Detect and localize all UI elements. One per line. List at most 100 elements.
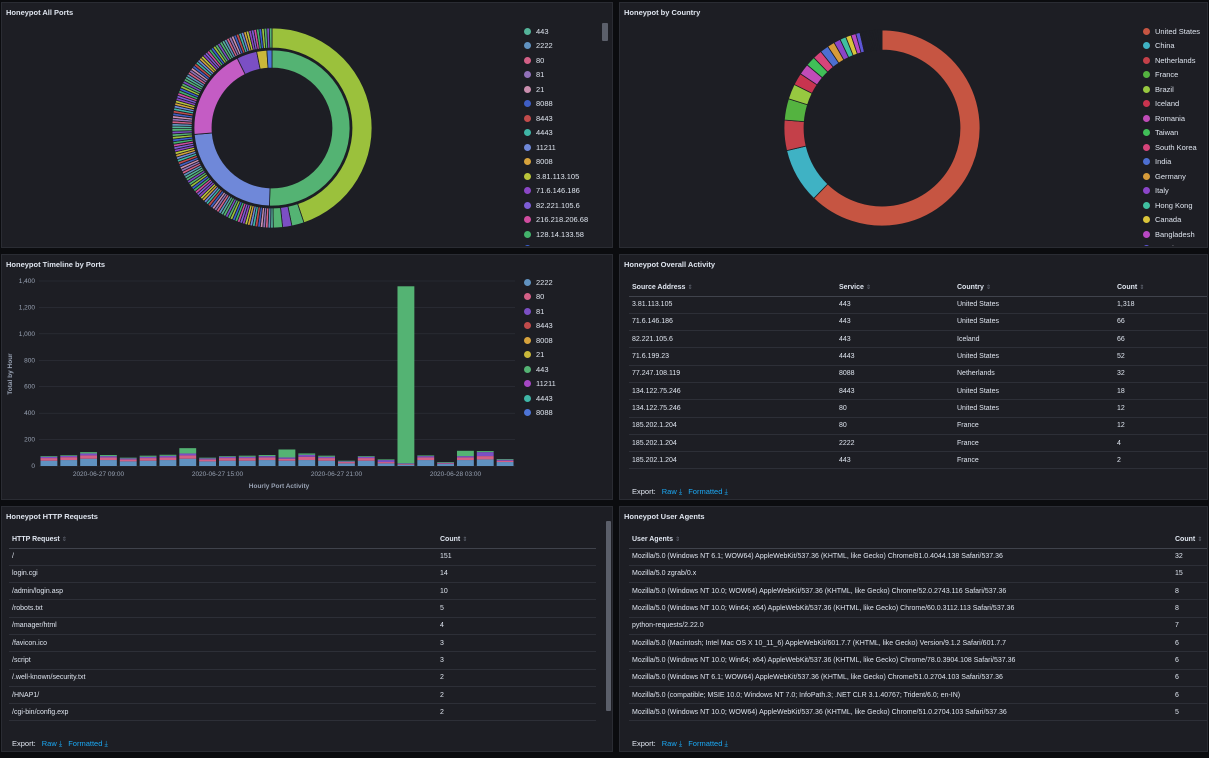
bar-segment[interactable] <box>119 461 137 466</box>
bar-segment[interactable] <box>159 460 177 466</box>
export-raw-link[interactable]: Raw ⤓ <box>41 739 63 748</box>
legend-item[interactable]: 21 <box>524 82 588 97</box>
bar-segment[interactable] <box>238 460 256 466</box>
col-count[interactable]: Count ⇕ <box>437 531 596 549</box>
table-row[interactable]: Mozilla/5.0 (Windows NT 10.0; WOW64) App… <box>629 703 1207 722</box>
legend-item[interactable]: India <box>1143 155 1200 170</box>
legend-item[interactable]: France <box>1143 68 1200 83</box>
pie-slice-outer[interactable] <box>268 27 273 49</box>
bar-segment[interactable] <box>179 448 197 454</box>
bar-segment[interactable] <box>159 457 177 461</box>
bar-segment[interactable] <box>159 454 177 456</box>
bar-segment[interactable] <box>318 458 336 461</box>
table-row[interactable]: 185.202.1.204 2222 France 4 <box>629 434 1207 453</box>
pie-slice[interactable] <box>266 49 273 69</box>
bar-segment[interactable] <box>40 460 58 466</box>
bar-segment[interactable] <box>456 456 474 458</box>
legend-item[interactable]: 80 <box>524 290 556 305</box>
legend-item[interactable]: 81 <box>524 68 588 83</box>
bar-segment[interactable] <box>417 460 435 466</box>
legend-item[interactable]: Canada <box>1143 213 1200 228</box>
table-row[interactable]: 3.81.113.105 443 United States 1,318 <box>629 296 1207 314</box>
table-row[interactable]: /.well-known/security.txt 2 <box>9 669 596 687</box>
bar-segment[interactable] <box>496 458 514 460</box>
bar-segment[interactable] <box>318 456 336 459</box>
legend-item[interactable]: Iceland <box>1143 97 1200 112</box>
bar-segment[interactable] <box>119 457 137 459</box>
bar-segment[interactable] <box>60 455 78 456</box>
bar-segment[interactable] <box>80 452 98 454</box>
table-row[interactable]: login.cgi 14 <box>9 565 596 584</box>
legend-item[interactable]: United States <box>1143 24 1200 39</box>
legend-item[interactable]: 8008 <box>524 333 556 348</box>
legend-item[interactable]: Brazil <box>1143 82 1200 97</box>
bar-segment[interactable] <box>496 460 514 463</box>
export-formatted-link[interactable]: Formatted ⤓ <box>688 487 728 496</box>
bar-segment[interactable] <box>298 453 316 455</box>
col-country[interactable]: Country ⇕ <box>954 279 1114 297</box>
legend-item[interactable]: Hong Kong <box>1143 198 1200 213</box>
bar-segment[interactable] <box>40 456 58 457</box>
legend-item[interactable]: 82.221.105.6 <box>524 198 588 213</box>
bar-segment[interactable] <box>218 460 236 466</box>
bar-segment[interactable] <box>397 464 415 465</box>
bar-segment[interactable] <box>476 459 494 466</box>
col-http-request[interactable]: HTTP Request ⇕ <box>9 531 437 549</box>
legend-item[interactable]: 128.14.133.58 <box>524 227 588 242</box>
legend-item[interactable]: 21 <box>524 348 556 363</box>
bar-segment[interactable] <box>397 464 415 466</box>
bar-segment[interactable] <box>258 460 276 466</box>
bar-segment[interactable] <box>199 458 217 460</box>
bar-segment[interactable] <box>99 457 117 461</box>
table-row[interactable]: Mozilla/5.0 (compatible; MSIE 10.0; Wind… <box>629 686 1207 705</box>
table-row[interactable]: /manager/html 4 <box>9 617 596 635</box>
legend-item[interactable]: 71.6.146.186 <box>524 184 588 199</box>
bar-segment[interactable] <box>437 463 455 465</box>
legend-item[interactable]: 3.81.113.105 <box>524 169 588 184</box>
bar-segment[interactable] <box>199 461 217 466</box>
bar-segment[interactable] <box>99 455 117 457</box>
table-row[interactable]: 185.202.1.204 80 France 12 <box>629 417 1207 435</box>
bar-segment[interactable] <box>417 456 435 458</box>
bar-segment[interactable] <box>337 460 355 462</box>
legend-item[interactable]: 216.218.206.68 <box>524 213 588 228</box>
bar-segment[interactable] <box>218 456 236 459</box>
table-row[interactable]: Mozilla/5.0 (Windows NT 10.0; Win64; x64… <box>629 599 1207 618</box>
legend-item[interactable]: 443 <box>524 24 588 39</box>
bar-segment[interactable] <box>357 456 375 457</box>
table-row[interactable]: /cgi-bin/config.exp 2 <box>9 703 596 722</box>
legend-item[interactable]: 11211 <box>524 377 556 392</box>
bar-segment[interactable] <box>40 458 58 461</box>
bar-segment[interactable] <box>179 458 197 466</box>
bar-segment[interactable] <box>119 459 137 462</box>
bar-segment[interactable] <box>437 462 455 464</box>
bar-segment[interactable] <box>80 458 98 466</box>
col-service[interactable]: Service ⇕ <box>836 279 954 297</box>
table-row[interactable]: 71.6.199.23 4443 United States 52 <box>629 347 1207 366</box>
bar-segment[interactable] <box>298 460 316 466</box>
bar-segment[interactable] <box>377 462 395 464</box>
bar-segment[interactable] <box>278 458 296 461</box>
bar-segment[interactable] <box>60 457 78 461</box>
bar-segment[interactable] <box>337 461 355 463</box>
bar-segment[interactable] <box>397 463 415 465</box>
bar-segment[interactable] <box>456 450 474 457</box>
bar-segment[interactable] <box>139 455 157 457</box>
legend-item[interactable]: 4443 <box>524 126 588 141</box>
bar-segment[interactable] <box>476 451 494 453</box>
table-row[interactable]: 134.122.75.246 8443 United States 18 <box>629 382 1207 401</box>
table-row[interactable]: /151 <box>9 548 596 566</box>
legend-item[interactable]: 11211 <box>524 140 588 155</box>
table-row[interactable]: Mozilla/5.0 (Windows NT 10.0; WOW64) App… <box>629 582 1207 601</box>
table-scrollbar[interactable] <box>606 521 611 711</box>
pie-slice-outer[interactable] <box>272 207 284 229</box>
pie-slice[interactable] <box>880 29 883 51</box>
table-row[interactable]: Mozilla/5.0 (Windows NT 10.0; Win64; x64… <box>629 651 1207 670</box>
bar-segment[interactable] <box>199 459 217 462</box>
bar-segment[interactable] <box>318 460 336 466</box>
bar-segment[interactable] <box>179 453 197 456</box>
bar-segment[interactable] <box>199 457 217 459</box>
bar-segment[interactable] <box>318 455 336 457</box>
bar-segment[interactable] <box>139 456 157 459</box>
legend-item[interactable]: 128.14.134.134 <box>524 242 588 246</box>
